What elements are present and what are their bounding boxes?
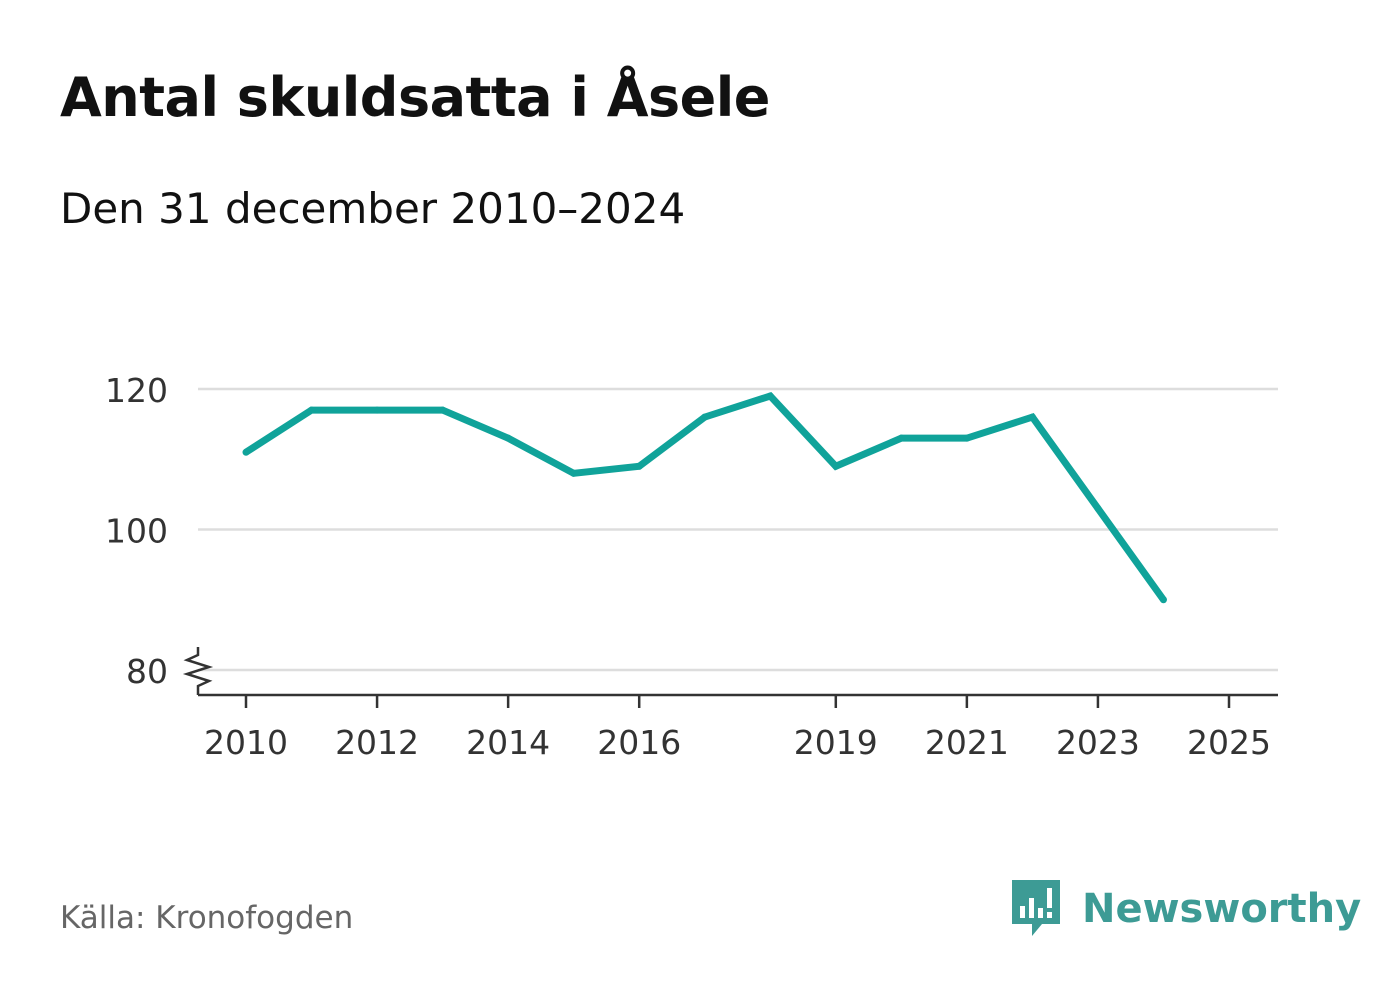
series-layer — [242, 392, 1167, 604]
data-point-2020 — [897, 434, 905, 442]
data-point-2023 — [1094, 504, 1102, 512]
series-line-0 — [244, 392, 1167, 602]
chart-subtitle: Den 31 december 2010–2024 — [60, 184, 686, 233]
tick-labels: 80 100 120 2010 2012 2014 2016 2019 2021 2023 2025 — [105, 371, 1271, 762]
brand-logo: Newsworthy — [1010, 878, 1361, 940]
x-tick-label-2014: 2014 — [466, 723, 550, 762]
newsworthy-bar-chart-icon — [1012, 880, 1060, 936]
data-point-2018 — [766, 392, 774, 400]
data-point-2017 — [701, 413, 709, 421]
data-point-2014 — [504, 434, 512, 442]
x-tick-label-2021: 2021 — [925, 723, 1009, 762]
x-tick-label-2012: 2012 — [335, 723, 419, 762]
x-tick-label-2023: 2023 — [1056, 723, 1140, 762]
data-point-2013 — [439, 406, 447, 414]
data-point-2015 — [570, 469, 578, 477]
y-tick-label-80: 80 — [126, 652, 168, 691]
axes — [182, 647, 1278, 708]
y-tick-label-120: 120 — [105, 371, 168, 410]
grid-lines — [198, 387, 1278, 672]
data-point-2019 — [832, 462, 840, 470]
x-tick-label-2019: 2019 — [794, 723, 878, 762]
chart-title: Antal skuldsatta i Åsele — [60, 66, 770, 129]
brand-name: Newsworthy — [1082, 886, 1362, 932]
x-tick-label-2016: 2016 — [597, 723, 681, 762]
data-point-2012 — [373, 406, 381, 414]
y-tick-label-100: 100 — [105, 512, 168, 551]
data-point-2011 — [308, 406, 316, 414]
source-label: Källa: Kronofogden — [60, 900, 354, 936]
y-axis-break-marker — [182, 647, 214, 695]
data-point-2010 — [242, 448, 250, 456]
data-point-2021 — [963, 434, 971, 442]
data-point-2016 — [635, 462, 643, 470]
x-tick-label-2025: 2025 — [1187, 723, 1271, 762]
x-tick-label-2010: 2010 — [204, 723, 288, 762]
data-point-2022 — [1028, 413, 1036, 421]
data-point-2024 — [1159, 596, 1167, 604]
